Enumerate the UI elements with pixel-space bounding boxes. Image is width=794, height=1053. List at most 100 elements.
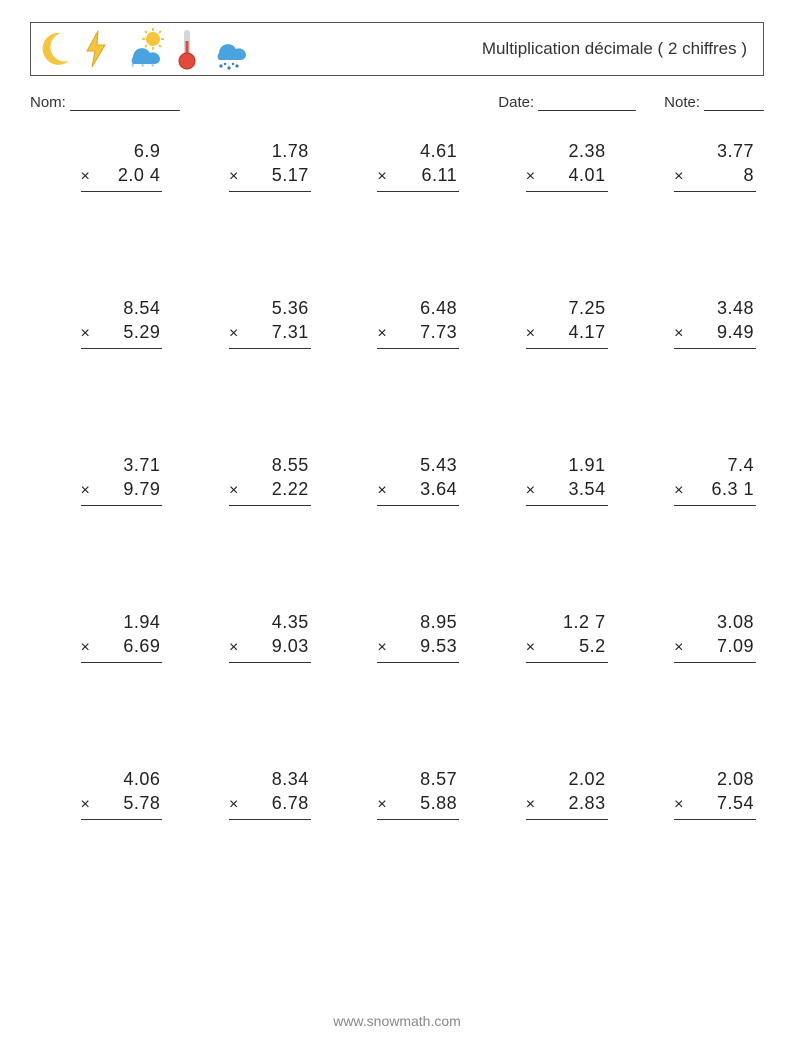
note-field: Note:	[664, 94, 764, 111]
multiplier-row: ×7.31	[229, 320, 311, 349]
multiplier-row: ×8	[674, 163, 756, 192]
multiplicand-row: 3.71	[81, 453, 163, 477]
multiplier-row: ×5.78	[81, 791, 163, 820]
problem-stack: 8.54×5.29	[81, 296, 163, 349]
date-field: Date:	[498, 94, 636, 111]
operator: ×	[377, 322, 387, 346]
multiplicand-row: 3.08	[674, 610, 756, 634]
multiplier: 2.22	[257, 477, 309, 501]
multiplier: 7.73	[405, 320, 457, 344]
svg-text:*: *	[151, 62, 155, 71]
multiplier-row: × 7.54	[674, 791, 756, 820]
multiplicand: 3.77	[702, 139, 754, 163]
operator: ×	[674, 793, 684, 817]
multiplier-row: ×6.69	[81, 634, 163, 663]
multiplicand-row: 1.94	[81, 610, 163, 634]
multiplier: 6.78	[257, 791, 309, 815]
multiplicand: 5.36	[257, 296, 309, 320]
problem-stack: 5.43×3.64	[377, 453, 459, 506]
operator: ×	[81, 793, 91, 817]
multiplier-row: ×6.11	[377, 163, 459, 192]
name-blank[interactable]	[70, 95, 180, 111]
multiplier: 6.3 1	[702, 477, 754, 501]
multiplier-row: × 9.49	[674, 320, 756, 349]
operator: ×	[229, 479, 239, 503]
problem-stack: 6.9×2.0 4	[81, 139, 163, 192]
multiplicand: 7.25	[554, 296, 606, 320]
note-blank[interactable]	[704, 95, 764, 111]
multiplier-row: × 7.09	[674, 634, 756, 663]
multiplicand-row: 3.48	[674, 296, 756, 320]
problem-stack: 8.57×5.88	[377, 767, 459, 820]
multiplier: 5.2	[554, 634, 606, 658]
problem-stack: 4.06×5.78	[81, 767, 163, 820]
multiplier-row: ×3.64	[377, 477, 459, 506]
svg-text:*: *	[141, 62, 145, 71]
multiplicand: 4.06	[108, 767, 160, 791]
multiplier-row: × 7.73	[377, 320, 459, 349]
multiplicand-row: 8.57	[377, 767, 459, 791]
operator: ×	[377, 636, 387, 660]
problem: 5.43×3.64	[335, 453, 459, 506]
problem: 4.61×6.11	[335, 139, 459, 192]
multiplier-row: ×2.0 4	[81, 163, 163, 192]
multiplier: 7.31	[257, 320, 309, 344]
multiplier-row: ×3.54	[526, 477, 608, 506]
multiplier-row: ×9.79	[81, 477, 163, 506]
multiplicand: 1.94	[108, 610, 160, 634]
multiplier: 7.09	[702, 634, 754, 658]
problem-stack: 4.61×6.11	[377, 139, 459, 192]
info-row: Nom: Date: Note:	[30, 94, 764, 111]
problem: 8.34×6.78	[186, 767, 310, 820]
multiplier-row: ×5.17	[229, 163, 311, 192]
multiplicand: 1.2 7	[554, 610, 606, 634]
multiplicand-row: 1.2 7	[526, 610, 608, 634]
multiplicand-row: 2.02	[526, 767, 608, 791]
multiplicand: 4.61	[405, 139, 457, 163]
problem-stack: 1.94×6.69	[81, 610, 163, 663]
problem: 3.48× 9.49	[632, 296, 756, 349]
problem: 7.4×6.3 1	[632, 453, 756, 506]
problem-stack: 4.35×9.03	[229, 610, 311, 663]
cloud-sun-icon: ***	[119, 27, 167, 71]
multiplier: 5.88	[405, 791, 457, 815]
problem: 1.78×5.17	[186, 139, 310, 192]
problem-stack: 8.55 × 2.22	[229, 453, 311, 506]
problem-stack: 1.2 7×5.2	[526, 610, 608, 663]
multiplier-row: ×6.3 1	[674, 477, 756, 506]
multiplicand-row: 7.4	[674, 453, 756, 477]
problem: 1.94×6.69	[38, 610, 162, 663]
worksheet-page: *** Multiplication décimale ( 2 chiffres…	[0, 0, 794, 820]
problem-stack: 8.34×6.78	[229, 767, 311, 820]
problem: 7.25×4.17	[483, 296, 607, 349]
problem: 8.54×5.29	[38, 296, 162, 349]
multiplicand-row: 7.25	[526, 296, 608, 320]
weather-icons-row: ***	[39, 27, 251, 71]
multiplicand-row: 6.48	[377, 296, 459, 320]
problem-stack: 3.77×8	[674, 139, 756, 192]
multiplier: 3.64	[405, 477, 457, 501]
problem-stack: 3.71×9.79	[81, 453, 163, 506]
multiplier: 5.29	[108, 320, 160, 344]
multiplier: 9.49	[702, 320, 754, 344]
operator: ×	[81, 322, 91, 346]
name-field: Nom:	[30, 94, 180, 111]
problem-stack: 5.36×7.31	[229, 296, 311, 349]
multiplier: 3.54	[554, 477, 606, 501]
operator: ×	[674, 636, 684, 660]
multiplicand-row: 8.55	[229, 453, 311, 477]
multiplier: 7.54	[702, 791, 754, 815]
multiplier-row: ×9.03	[229, 634, 311, 663]
problem-stack: 3.08× 7.09	[674, 610, 756, 663]
date-label: Date:	[498, 94, 534, 111]
multiplicand-row: 5.36	[229, 296, 311, 320]
operator: ×	[81, 636, 91, 660]
problem-stack: 1.91×3.54	[526, 453, 608, 506]
multiplicand-row: 8.34	[229, 767, 311, 791]
operator: ×	[674, 322, 684, 346]
date-blank[interactable]	[538, 95, 636, 111]
multiplicand-row: 4.06	[81, 767, 163, 791]
multiplicand: 8.55	[257, 453, 309, 477]
multiplier-row: × 5.29	[81, 320, 163, 349]
header-box: *** Multiplication décimale ( 2 chiffres…	[30, 22, 764, 76]
